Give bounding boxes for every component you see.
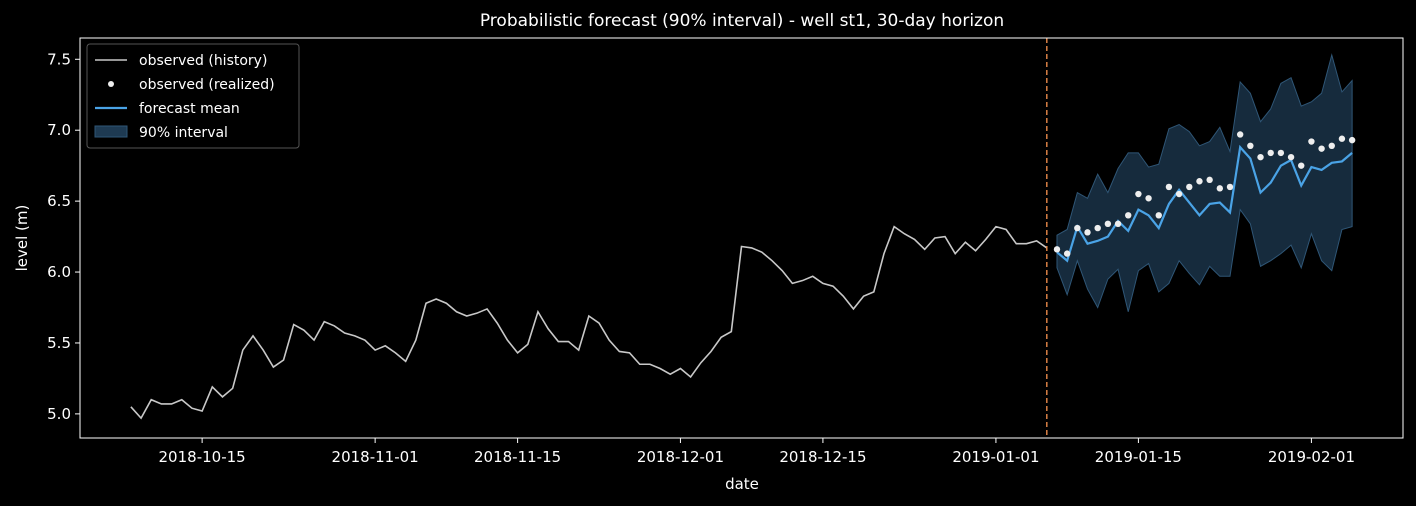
realized-point <box>1348 136 1356 144</box>
plot-frame <box>79 37 1404 439</box>
legend-box <box>86 43 300 149</box>
y-tick-label: 5.0 <box>47 405 71 423</box>
y-axis-label: level (m) <box>13 205 31 272</box>
realized-point <box>1186 183 1193 191</box>
x-tick-label: 2018-10-15 <box>159 448 246 466</box>
realized-point <box>1216 185 1224 192</box>
realized-point <box>1277 149 1285 157</box>
realized-point <box>1063 250 1071 257</box>
realized-point <box>1135 190 1142 198</box>
legend-realized-label: observed (realized) <box>139 77 275 93</box>
x-tick-label: 2019-01-01 <box>952 448 1039 466</box>
history-line <box>130 225 1048 420</box>
legend-mean-label: forecast mean <box>139 101 240 117</box>
realized-point <box>1318 145 1325 152</box>
x-tick-label: 2018-12-01 <box>637 448 724 466</box>
x-axis: 2018-10-15 2018-11-01 2018-11-15 2018-12-01… <box>159 438 1355 466</box>
realized-point <box>1196 178 1203 185</box>
realized-point <box>1145 195 1152 202</box>
chart-title: Probabilistic forecast (90% interval) - … <box>480 11 1004 31</box>
realized-point <box>1175 190 1183 198</box>
y-axis: 5.0 5.5 6.0 6.5 7.0 7.5 <box>47 50 80 423</box>
y-tick-label: 7.5 <box>47 50 71 68</box>
y-tick-label: 7.0 <box>47 121 71 139</box>
legend-interval-label: 90% interval <box>139 125 228 141</box>
realized-point <box>1053 246 1061 253</box>
realized-point <box>1104 220 1112 228</box>
legend-interval-swatch <box>94 125 128 138</box>
realized-point <box>1155 212 1162 219</box>
realized-point <box>1308 138 1315 145</box>
realized-point <box>1328 142 1335 150</box>
plot-area <box>130 38 1356 438</box>
x-tick-label: 2018-11-15 <box>474 448 561 466</box>
realized-point <box>1226 183 1234 191</box>
realized-point <box>1267 149 1274 157</box>
x-tick-label: 2018-11-01 <box>332 448 419 466</box>
y-tick-label: 5.5 <box>47 334 71 352</box>
x-tick-label: 2019-02-01 <box>1268 448 1355 466</box>
x-tick-label: 2019-01-15 <box>1095 448 1182 466</box>
realized-point <box>1114 220 1122 228</box>
x-tick-label: 2018-12-15 <box>779 448 866 466</box>
realized-point <box>1287 153 1295 161</box>
realized-point <box>1074 224 1081 232</box>
realized-point <box>1298 162 1305 169</box>
legend: observed (history) observed (realized) f… <box>86 43 300 149</box>
y-tick-label: 6.0 <box>47 263 71 281</box>
realized-point <box>1206 176 1213 184</box>
y-tick-label: 6.5 <box>47 192 71 210</box>
realized-point <box>1084 229 1091 236</box>
realized-point <box>1125 212 1132 219</box>
x-axis-label: date <box>725 475 759 493</box>
interval-band <box>1056 53 1353 312</box>
realized-point <box>1247 142 1254 150</box>
realized-point <box>1338 135 1346 142</box>
forecast-mean-line <box>1056 144 1353 263</box>
realized-point <box>1257 153 1264 161</box>
realized-point <box>1094 224 1101 232</box>
realized-point <box>1165 183 1173 191</box>
legend-realized-swatch <box>108 81 114 87</box>
legend-history-label: observed (history) <box>139 53 267 69</box>
realized-point <box>1236 131 1244 138</box>
